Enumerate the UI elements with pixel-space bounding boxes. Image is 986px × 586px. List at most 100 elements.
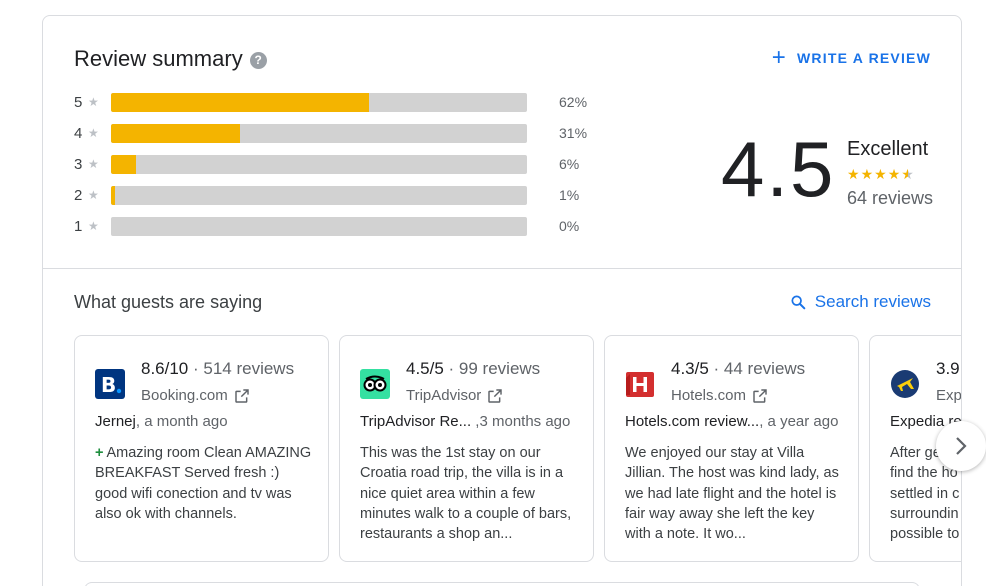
rating-bar-track <box>111 124 527 143</box>
external-link-icon <box>753 388 767 403</box>
external-link-icon <box>234 388 249 403</box>
rating-row-percent: 6% <box>559 156 580 172</box>
hotels-logo <box>625 369 655 399</box>
rating-row-star: 3 <box>74 155 83 173</box>
score-count: · 99 reviews <box>443 359 541 378</box>
half-star-icon: ★ <box>901 166 914 182</box>
source-name: Hotels.com <box>671 387 747 404</box>
review-text: After getti find the ho settled in c sur… <box>890 445 960 543</box>
booking-logo: B <box>95 369 125 399</box>
rating-bar-fill <box>111 186 116 205</box>
rating-bar-track <box>111 186 527 205</box>
star-icon: ★ <box>88 126 99 140</box>
rating-row-4[interactable]: 4 ★ 31% <box>74 123 594 143</box>
review-time: , a month ago <box>135 413 228 430</box>
review-text: This was the 1st stay on our Croatia roa… <box>360 445 572 543</box>
card-score: 3.9 <box>936 359 960 379</box>
card-source-link[interactable]: Exp <box>936 387 962 404</box>
rating-row-star: 4 <box>74 124 83 142</box>
star-icon: ★ <box>860 166 874 182</box>
score-value: 8.6/10 <box>141 359 189 378</box>
external-link-icon <box>488 388 503 403</box>
star-icon: ★ <box>88 157 99 171</box>
score-value: 4.3/5 <box>671 359 709 378</box>
review-card[interactable]: B 8.6/10 · 514 reviews Booking.com Jerne… <box>74 335 329 562</box>
section-divider <box>43 268 961 269</box>
author-name: Hotels.com review... <box>625 413 760 430</box>
review-snippet: + Amazing room Clean AMAZING BREAKFAST Se… <box>95 443 313 524</box>
review-card[interactable]: 4.3/5 · 44 reviews Hotels.com Hotels.com… <box>604 335 859 562</box>
summary-header: Review summary ? <box>74 46 267 72</box>
star-icon: ★ <box>88 188 99 202</box>
rating-row-percent: 31% <box>559 125 588 141</box>
card-source-link[interactable]: Booking.com <box>141 387 250 404</box>
rating-bar-fill <box>111 93 369 112</box>
star-icon: ★ <box>874 166 887 182</box>
rating-stars: ★ ★ ★ ★ ★ <box>847 166 915 183</box>
rating-bar-track <box>111 155 527 174</box>
rating-row-3[interactable]: 3 ★ 6% <box>74 154 594 174</box>
carousel-next-button[interactable] <box>936 421 986 471</box>
card-source-link[interactable]: TripAdvisor <box>406 387 503 404</box>
author-name: TripAdvisor Re... <box>360 413 472 430</box>
source-name: Booking.com <box>141 387 228 404</box>
review-snippet: This was the 1st stay on our Croatia roa… <box>360 443 578 544</box>
review-card[interactable]: 4.5/5 · 99 reviews TripAdvisor TripAdvis… <box>339 335 594 562</box>
card-author: Hotels.com review..., a year ago <box>625 413 838 430</box>
author-name: Jernej <box>95 413 136 430</box>
search-reviews-button[interactable]: Search reviews <box>790 292 931 312</box>
help-icon[interactable]: ? <box>249 52 267 69</box>
svg-text:B: B <box>101 373 116 397</box>
card-author: Expedia re <box>890 413 962 430</box>
rating-row-percent: 62% <box>559 94 588 110</box>
next-section-edge <box>84 582 920 586</box>
rating-row-star: 1 <box>74 217 83 235</box>
review-text: We enjoyed our stay at Villa Jillian. Th… <box>625 445 839 543</box>
rating-row-1[interactable]: 1 ★ 0% <box>74 216 594 236</box>
rating-row-percent: 0% <box>559 218 580 234</box>
review-snippet: We enjoyed our stay at Villa Jillian. Th… <box>625 443 843 544</box>
star-icon: ★ <box>88 219 99 233</box>
star-icon: ★ <box>887 166 901 182</box>
write-review-label: WRITE A REVIEW <box>797 50 931 66</box>
review-summary-panel: Review summary ? + WRITE A REVIEW 5 ★ 62… <box>42 15 962 586</box>
review-snippet: After getti find the ho settled in c sur… <box>890 443 961 544</box>
guests-section-title: What guests are saying <box>74 292 263 312</box>
write-review-button[interactable]: + WRITE A REVIEW <box>771 44 931 71</box>
rating-bar-fill <box>111 155 136 174</box>
card-score: 8.6/10 · 514 reviews <box>141 359 294 379</box>
rating-bar-fill <box>111 124 240 143</box>
score-value: 3.9 <box>936 359 960 378</box>
rating-row-percent: 1% <box>559 187 580 203</box>
review-time: ,3 months ago <box>471 413 571 430</box>
total-review-count: 64 reviews <box>847 188 934 208</box>
card-source-link[interactable]: Hotels.com <box>671 387 768 404</box>
score-count: · 44 reviews <box>708 359 806 378</box>
search-reviews-label: Search reviews <box>814 292 931 311</box>
rating-row-star: 5 <box>74 93 83 111</box>
star-icon: ★ <box>88 95 99 109</box>
positive-plus-icon: + <box>95 445 104 461</box>
card-author: TripAdvisor Re... ,3 months ago <box>360 413 570 430</box>
rating-word: Excellent <box>847 138 929 160</box>
score-value: 4.5/5 <box>406 359 444 378</box>
card-author: Jernej, a month ago <box>95 413 228 430</box>
rating-row-5[interactable]: 5 ★ 62% <box>74 92 594 112</box>
source-name: TripAdvisor <box>406 387 482 404</box>
rating-row-2[interactable]: 2 ★ 1% <box>74 185 594 205</box>
author-name: Expedia re <box>890 413 962 430</box>
rating-row-star: 2 <box>74 186 83 204</box>
score-count: · 514 reviews <box>188 359 295 378</box>
expedia-logo <box>890 369 920 399</box>
rating-bar-track <box>111 93 527 112</box>
search-icon <box>791 295 806 310</box>
review-text: Amazing room Clean AMAZING BREAKFAST Ser… <box>95 445 312 522</box>
overall-rating: 4.5 <box>721 125 836 213</box>
summary-title: Review summary <box>74 46 243 71</box>
source-name: Exp <box>936 387 962 404</box>
card-score: 4.3/5 · 44 reviews <box>671 359 805 379</box>
plus-icon: + <box>771 44 788 71</box>
card-score: 4.5/5 · 99 reviews <box>406 359 540 379</box>
chevron-right-icon <box>956 437 967 455</box>
review-time: , a year ago <box>759 413 839 430</box>
